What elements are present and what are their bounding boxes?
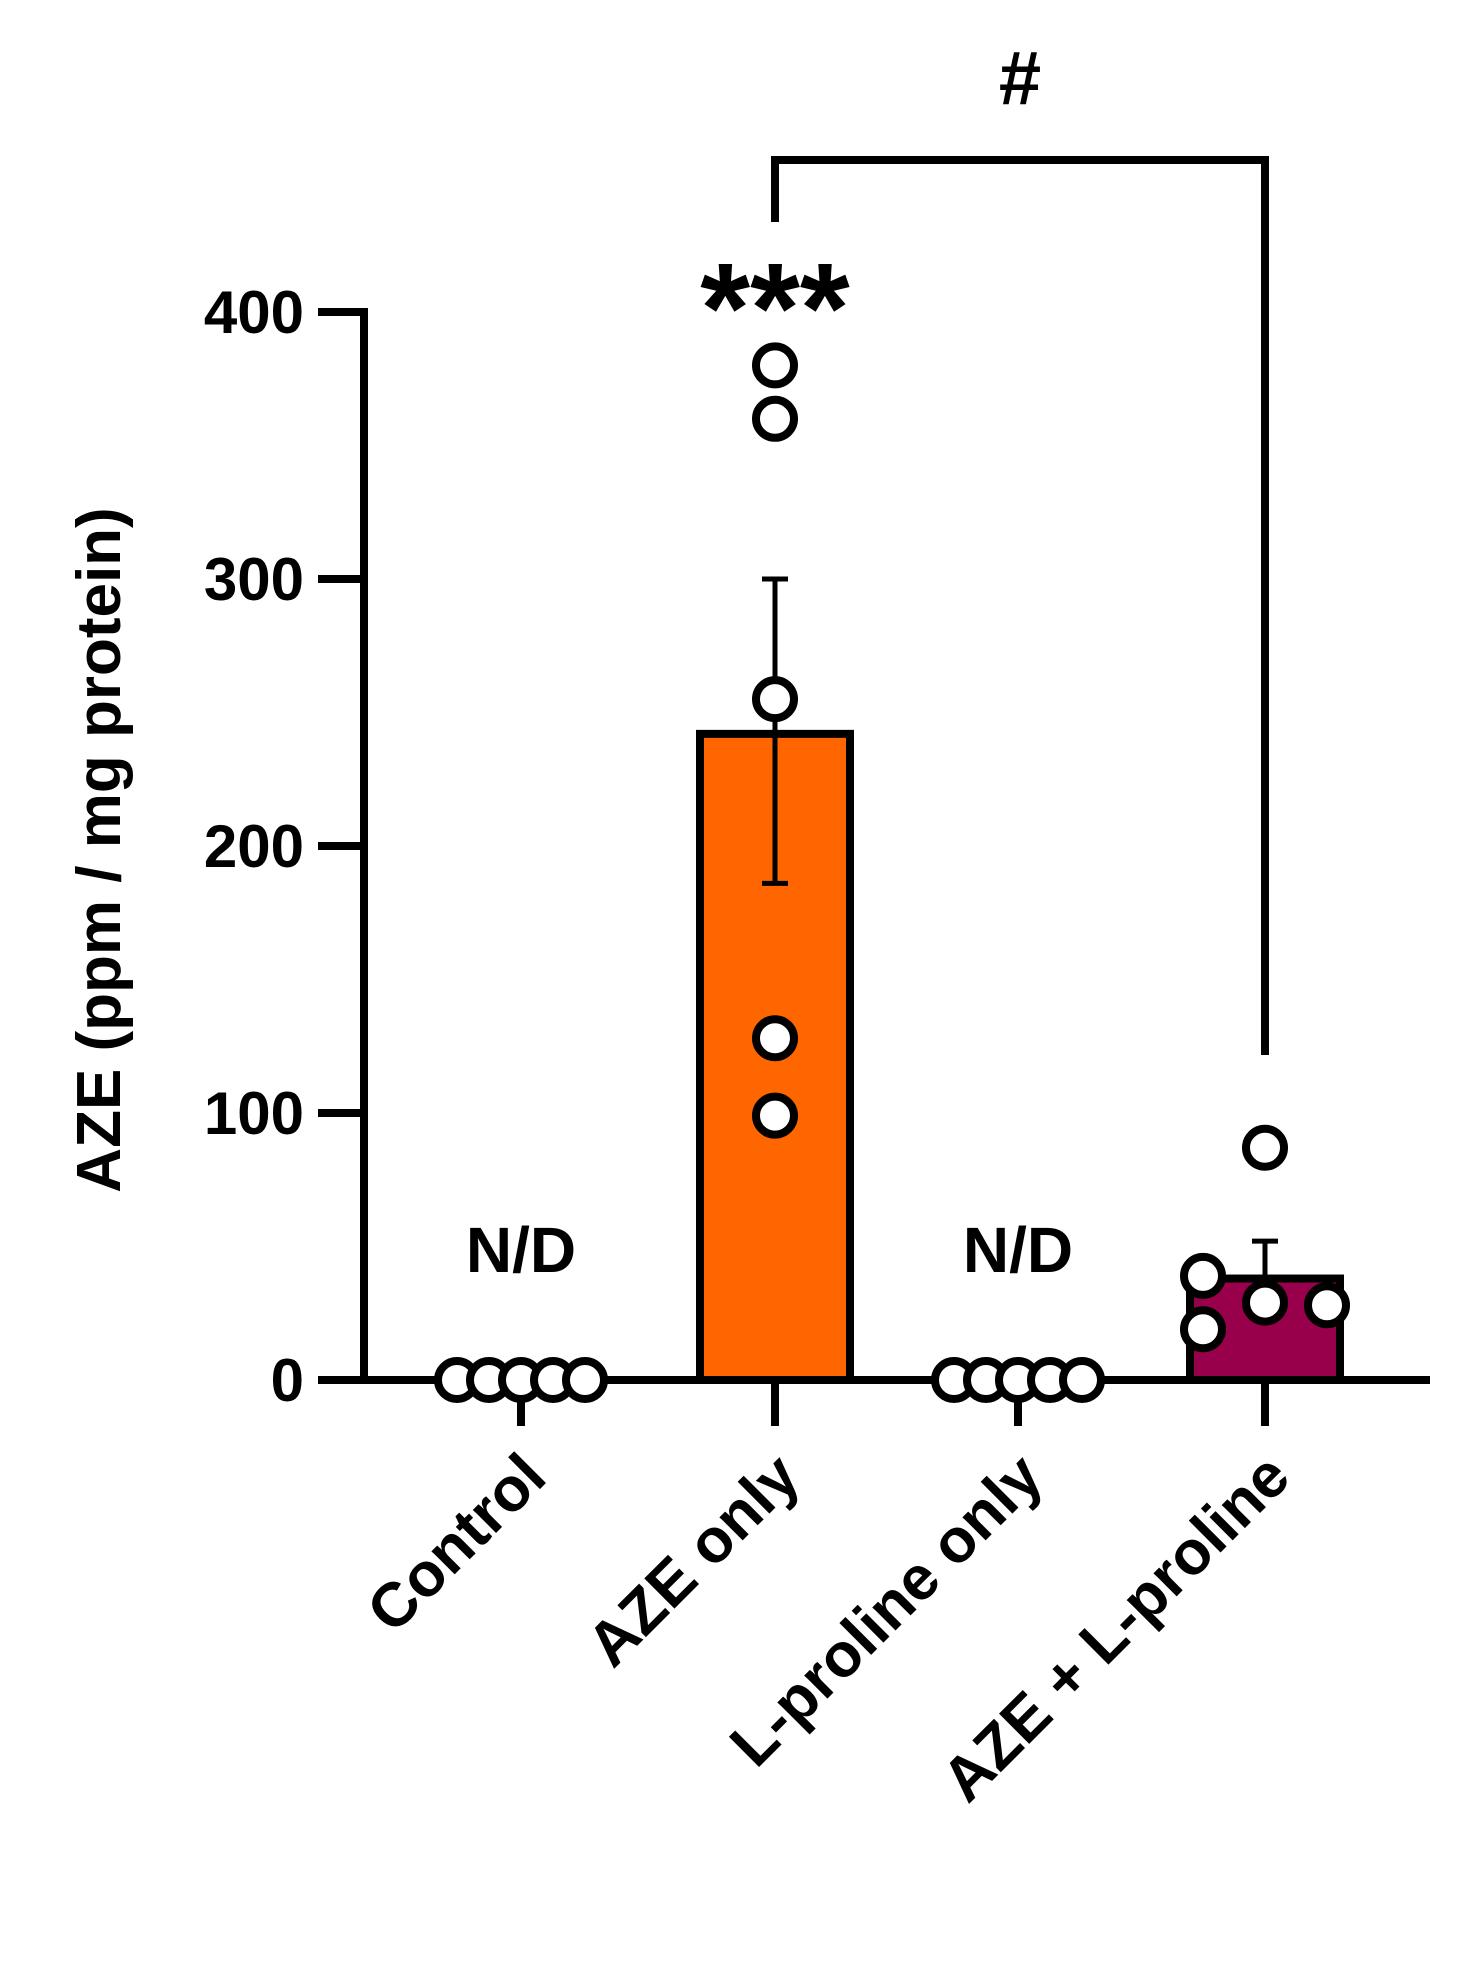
data-point (1180, 1252, 1226, 1299)
value-label: N/D (466, 1214, 576, 1286)
data-point (752, 342, 798, 389)
data-point (562, 1357, 608, 1403)
data-point (752, 395, 798, 442)
data-point (1180, 1306, 1226, 1353)
x-tick-label: AZE only (574, 1441, 813, 1680)
data-point (752, 1092, 798, 1139)
bracket-label: # (999, 36, 1041, 121)
y-tick-label: 300 (204, 546, 304, 613)
y-tick-label: 400 (204, 279, 304, 346)
significance-stars: *** (700, 237, 850, 380)
data-point (1059, 1357, 1105, 1403)
x-tick-label: Control (354, 1441, 559, 1646)
data-point (1242, 1279, 1288, 1326)
y-axis-label: AZE (ppm / mg protein) (65, 507, 134, 1192)
significance-bracket (771, 156, 1269, 1055)
y-tick-label: 0 (271, 1347, 304, 1414)
value-label: N/D (963, 1214, 1073, 1286)
y-tick-label: 200 (204, 813, 304, 880)
data-point (752, 676, 798, 723)
data-point (752, 1015, 798, 1062)
y-tick-label: 100 (204, 1080, 304, 1147)
data-point (1304, 1282, 1350, 1329)
data-point (1242, 1124, 1288, 1171)
